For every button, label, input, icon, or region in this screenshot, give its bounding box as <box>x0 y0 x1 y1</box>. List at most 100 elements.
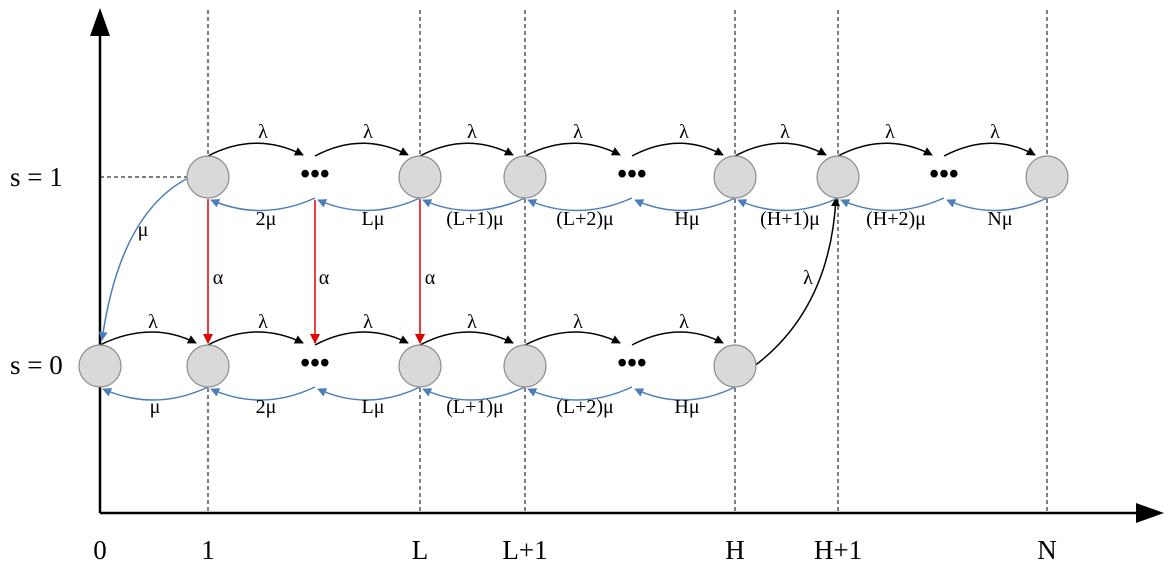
state-node-s1-h-plus-1 <box>816 155 860 199</box>
lambda-label: λ <box>467 311 477 333</box>
lambda-label: λ <box>148 311 158 333</box>
bottom-forward-labels: λ λ λ λ λ λ λ <box>148 267 813 333</box>
x-tick-l: L <box>412 535 429 565</box>
bottom-backward-arrow <box>102 386 209 401</box>
mu-label: (H+1)μ <box>760 208 820 230</box>
top-row-nodes <box>186 155 1069 199</box>
mu-label: Hμ <box>674 208 699 230</box>
bottom-backward-arrow <box>317 386 421 401</box>
lambda-label: λ <box>990 121 1000 143</box>
state-node-s1-l-plus-1 <box>503 155 547 199</box>
mu-label: (L+2)μ <box>556 208 614 230</box>
state-node-s0-l <box>398 344 442 388</box>
bottom-backward-labels: μ 2μ Lμ (L+1)μ (L+2)μ Hμ <box>150 396 700 418</box>
top-forward-arrow <box>734 142 827 157</box>
top-forward-arrow <box>631 142 724 157</box>
guide-lines <box>100 10 1048 513</box>
top-backward-arrow <box>634 197 736 212</box>
top-backward-arrow <box>317 197 421 212</box>
mu-label: (L+2)μ <box>556 396 614 418</box>
top-backward-arrows <box>98 176 1048 341</box>
row-label-s1: s = 1 <box>10 162 63 192</box>
vertical-arrows <box>203 200 425 344</box>
bottom-forward-arrow <box>524 331 621 346</box>
ellipsis: ••• <box>300 159 329 190</box>
top-forward-arrow <box>837 142 933 157</box>
ellipsis-marks: ••• ••• ••• ••• ••• <box>300 159 958 379</box>
ellipsis: ••• <box>617 159 646 190</box>
bottom-backward-arrows <box>102 386 736 401</box>
top-forward-arrow <box>524 142 621 157</box>
bottom-backward-arrow <box>210 386 316 401</box>
cross-arrow-down <box>98 176 191 341</box>
mu-label: Lμ <box>362 396 385 418</box>
cross-lambda-label: λ <box>803 267 813 289</box>
x-tick-h-plus-1: H+1 <box>814 535 862 565</box>
cross-arrow-up <box>752 197 841 368</box>
lambda-label: λ <box>363 311 373 333</box>
bottom-row-nodes <box>78 344 757 388</box>
top-backward-labels: 2μ Lμ (L+1)μ (L+2)μ Hμ (H+1)μ (H+2)μ Nμ … <box>138 208 1013 241</box>
lambda-label: λ <box>258 311 268 333</box>
mu-label: Hμ <box>674 396 699 418</box>
lambda-label: λ <box>780 121 790 143</box>
alpha-label: α <box>425 267 436 289</box>
mu-label: 2μ <box>256 208 277 230</box>
x-tick-1: 1 <box>201 535 215 565</box>
lambda-label: λ <box>258 121 268 143</box>
mu-label: (H+2)μ <box>866 208 926 230</box>
lambda-label: λ <box>573 311 583 333</box>
axes <box>90 8 1164 523</box>
lambda-label: λ <box>885 121 895 143</box>
bottom-forward-arrow <box>631 331 724 346</box>
bottom-forward-arrow <box>314 331 409 346</box>
mu-label: (L+1)μ <box>446 208 504 230</box>
vertical-labels: α α α <box>213 267 436 289</box>
bottom-forward-arrow <box>419 331 514 346</box>
lambda-label: λ <box>363 121 373 143</box>
x-axis-arrowhead <box>1136 503 1164 523</box>
ellipsis: ••• <box>617 348 646 379</box>
bottom-backward-arrow <box>422 386 526 401</box>
x-tick-labels: 0 1 L L+1 H H+1 N <box>93 535 1057 565</box>
top-backward-arrow <box>840 197 945 212</box>
mu-label: 2μ <box>256 396 277 418</box>
x-tick-n: N <box>1037 535 1057 565</box>
top-backward-arrow <box>737 197 839 212</box>
state-node-s0-0 <box>78 344 122 388</box>
top-backward-arrow <box>422 197 526 212</box>
state-node-s1-l <box>398 155 442 199</box>
top-backward-arrow <box>946 197 1048 212</box>
state-node-s1-1 <box>186 155 230 199</box>
mu-label: (L+1)μ <box>446 396 504 418</box>
lambda-label: λ <box>679 311 689 333</box>
state-node-s0-h <box>713 344 757 388</box>
top-backward-arrow <box>210 197 316 212</box>
state-node-s0-l-plus-1 <box>503 344 547 388</box>
mu-label: Nμ <box>987 208 1012 230</box>
mu-label: μ <box>150 396 161 418</box>
alpha-label: α <box>319 267 330 289</box>
state-node-s0-1 <box>186 344 230 388</box>
bottom-forward-arrow <box>99 331 197 346</box>
top-forward-arrows <box>207 142 1036 157</box>
state-node-s1-h <box>713 155 757 199</box>
bottom-backward-arrow <box>527 386 633 401</box>
mu-label: Lμ <box>362 208 385 230</box>
top-forward-arrow <box>314 142 409 157</box>
top-forward-arrow <box>943 142 1036 157</box>
row-label-s0: s = 0 <box>10 350 63 380</box>
y-axis-arrowhead <box>90 8 110 36</box>
state-node-s1-n <box>1025 155 1069 199</box>
cross-mu-label: μ <box>138 219 149 241</box>
lambda-label: λ <box>467 121 477 143</box>
ellipsis: ••• <box>300 348 329 379</box>
alpha-label: α <box>213 267 224 289</box>
bottom-forward-arrows <box>99 197 841 368</box>
bottom-forward-arrow <box>207 331 304 346</box>
bottom-backward-arrow <box>634 386 736 401</box>
x-tick-0: 0 <box>93 535 107 565</box>
ellipsis: ••• <box>929 159 958 190</box>
x-tick-h: H <box>725 535 745 565</box>
